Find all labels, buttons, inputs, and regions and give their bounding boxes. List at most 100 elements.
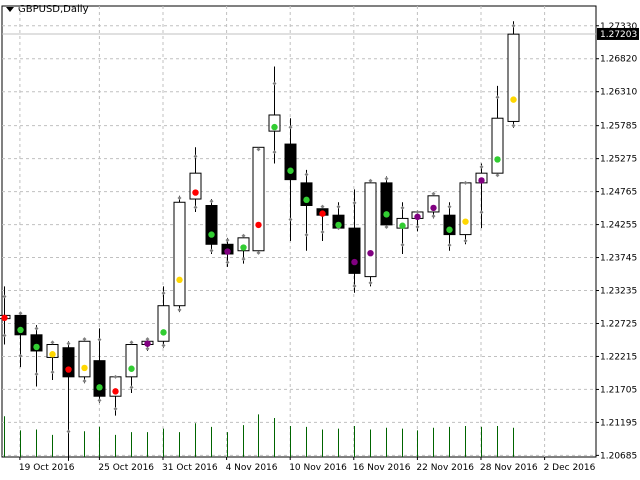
y-tick-label: 1.20685 (600, 451, 637, 461)
candle-body[interactable] (427, 195, 440, 213)
gray-diamond-marker (256, 250, 261, 255)
signal-dot-purple (144, 340, 151, 347)
candle-body[interactable] (443, 214, 456, 236)
y-tick-label: 1.26310 (600, 88, 637, 98)
signal-dot-red (319, 210, 326, 217)
signal-dot-red (192, 189, 199, 196)
gray-diamond-marker (129, 340, 134, 345)
signal-dot-green (17, 326, 24, 334)
signal-dot-purple (224, 248, 231, 255)
candle-body[interactable] (491, 117, 504, 174)
gray-diamond-marker (288, 125, 293, 130)
x-tick-label: 19 Oct 2016 (19, 463, 75, 473)
candle-body[interactable] (189, 172, 202, 200)
y-tick-label: 1.21195 (600, 418, 637, 428)
gray-diamond-marker (34, 372, 39, 377)
gray-diamond-marker (320, 230, 325, 235)
candle-body[interactable] (205, 204, 218, 245)
candle-body[interactable] (348, 227, 361, 274)
candle-body[interactable] (46, 344, 59, 358)
candle-body[interactable] (62, 347, 75, 378)
signal-dot-red (65, 366, 72, 373)
signal-dot-green (240, 244, 247, 251)
signal-dot-purple (430, 204, 437, 212)
signal-dot-green (303, 196, 310, 204)
candle-body[interactable] (78, 340, 91, 378)
x-tick-label: 10 Nov 2016 (289, 463, 347, 473)
gray-diamond-marker (66, 341, 71, 346)
signal-dot-green (271, 123, 278, 131)
signal-dot-green (160, 329, 167, 336)
gray-diamond-marker (82, 337, 87, 342)
gray-diamond-marker (2, 294, 7, 299)
x-tick-label: 2 Dec 2016 (544, 463, 596, 473)
signal-dot-red (255, 221, 262, 229)
gray-diamond-marker (447, 243, 452, 248)
signal-dot-green (208, 231, 215, 238)
candle-body[interactable] (459, 182, 472, 236)
candle-body[interactable] (30, 334, 43, 352)
gray-diamond-marker (50, 340, 55, 345)
gray-diamond-marker (463, 180, 468, 185)
x-tick-label: 28 Nov 2016 (480, 463, 538, 473)
candle-body[interactable] (284, 143, 297, 181)
gray-diamond-marker (320, 204, 325, 209)
x-tick-label: 22 Nov 2016 (416, 463, 474, 473)
signal-dot-green (446, 226, 453, 233)
signal-dot-purple (367, 249, 374, 257)
candle-body[interactable] (300, 182, 313, 206)
gray-diamond-marker (479, 210, 484, 215)
candle-body[interactable] (157, 305, 170, 342)
y-tick-label: 1.22215 (600, 352, 637, 362)
candle-body[interactable] (125, 344, 138, 378)
gray-diamond-marker (34, 326, 39, 331)
candle-body[interactable] (173, 201, 186, 307)
candle-body[interactable] (14, 314, 27, 336)
plot-frame (1, 5, 597, 458)
gray-diamond-marker (384, 176, 389, 181)
gray-diamond-marker (336, 204, 341, 209)
y-tick-label: 1.21705 (600, 385, 637, 395)
gray-diamond-marker (193, 154, 198, 159)
symbol-timeframe-label: GBPUSD,Daily (18, 4, 89, 15)
candle-body[interactable] (237, 237, 250, 252)
x-tick-label: 4 Nov 2016 (226, 463, 278, 473)
gray-diamond-marker (113, 374, 118, 379)
gray-diamond-marker (97, 337, 102, 342)
candle-body[interactable] (252, 146, 265, 252)
gray-diamond-marker (193, 205, 198, 210)
candle-body[interactable] (507, 33, 520, 122)
signal-dot-red (112, 388, 119, 395)
signal-dot-yellow (49, 351, 56, 358)
gray-diamond-marker (368, 178, 373, 183)
gray-diamond-marker (431, 191, 436, 196)
gray-diamond-marker (495, 95, 500, 100)
candle-body[interactable] (380, 182, 393, 226)
signal-dot-purple (351, 258, 358, 266)
gray-diamond-marker (511, 23, 516, 28)
y-tick-label: 1.24765 (600, 188, 637, 198)
gray-diamond-marker (18, 311, 23, 316)
gray-diamond-marker (447, 204, 452, 209)
candle-body[interactable] (364, 182, 377, 278)
gray-diamond-marker (209, 248, 214, 253)
gray-diamond-marker (304, 172, 309, 177)
y-tick-label: 1.27330 (600, 22, 637, 32)
symbol-menu[interactable]: GBPUSD,Daily (6, 4, 89, 15)
signal-dot-red (1, 314, 8, 322)
signal-dot-green (335, 221, 342, 229)
gray-diamond-marker (113, 406, 118, 411)
gray-diamond-marker (177, 196, 182, 201)
gray-diamond-marker (225, 260, 230, 265)
caret-down-icon[interactable] (6, 7, 14, 12)
y-tick-label: 1.25275 (600, 155, 637, 165)
signal-dot-purple (478, 177, 485, 184)
gray-diamond-marker (241, 233, 246, 238)
signal-dot-yellow (176, 276, 183, 284)
gray-diamond-marker (145, 346, 150, 351)
candle-body[interactable] (268, 114, 281, 132)
candle-body[interactable] (93, 360, 106, 397)
gray-diamond-marker (368, 280, 373, 285)
